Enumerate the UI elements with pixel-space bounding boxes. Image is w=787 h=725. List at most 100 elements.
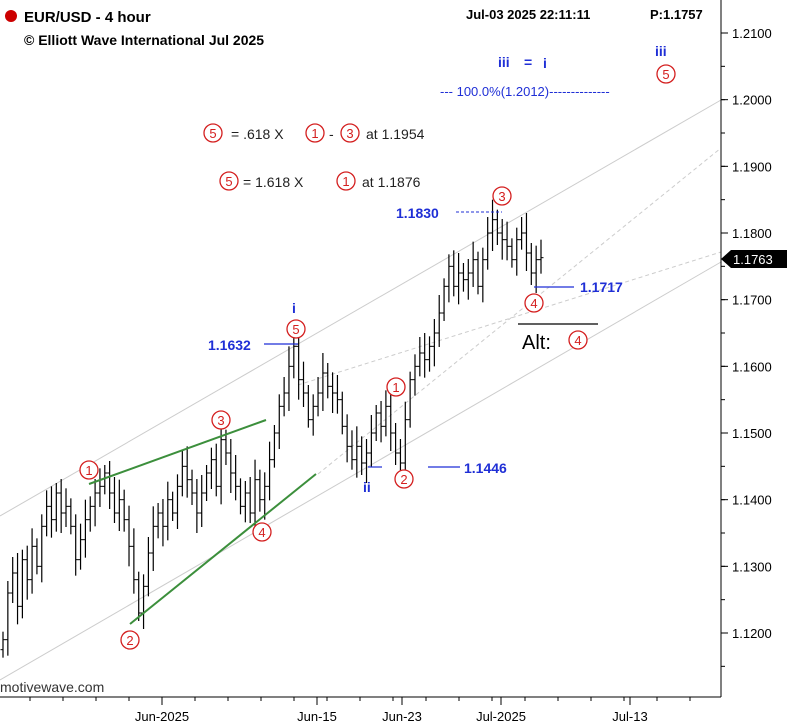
ohlc-bar — [213, 443, 219, 497]
ohlc-bar — [141, 574, 147, 630]
wave-circle-2: 2 — [120, 630, 140, 650]
target-formula-1-suffix: at 1.1954 — [366, 126, 425, 142]
ohlc-bar — [228, 439, 234, 494]
x-tick-label: Jun-2025 — [135, 709, 189, 724]
ohlc-bar — [44, 490, 50, 537]
ohlc-bar — [184, 446, 190, 498]
target-formula-2-suffix: at 1.1876 — [362, 174, 421, 190]
ohlc-bar — [150, 506, 156, 572]
ohlc-bar — [339, 391, 345, 435]
ohlc-bar — [504, 221, 510, 261]
wave-circle-alt-4: 4 — [568, 330, 588, 350]
ohlc-bar — [402, 401, 408, 478]
ohlc-bar — [519, 217, 525, 250]
wave-i-label: i — [292, 300, 296, 316]
ohlc-bar — [310, 394, 316, 436]
svg-text:5: 5 — [209, 126, 216, 141]
y-tick-label: 1.1400 — [732, 493, 772, 508]
ohlc-bar — [330, 372, 336, 414]
ohlc-bar — [121, 489, 127, 532]
ohlc-bar — [373, 405, 379, 442]
label-iii-top: iii — [655, 43, 667, 59]
ohlc-bar — [485, 217, 491, 270]
svg-text:2: 2 — [126, 633, 133, 648]
svg-text:5: 5 — [292, 322, 299, 337]
channel-lower — [0, 261, 722, 681]
ohlc-bar — [5, 581, 11, 656]
ohlc-bar — [247, 477, 253, 524]
ohlc-bar — [15, 553, 21, 625]
svg-text:3: 3 — [217, 413, 224, 428]
ohlc-bar — [136, 571, 142, 622]
ohlc-bar — [24, 545, 30, 600]
channel-dashed-1 — [317, 147, 722, 475]
header-bullet — [5, 10, 17, 22]
lower-wedge-line — [129, 473, 317, 625]
ohlc-bar — [456, 253, 462, 305]
ohlc-bar — [82, 499, 88, 558]
ohlc-bar — [325, 363, 331, 399]
x-tick-label: Jul-2025 — [476, 709, 526, 724]
ohlc-bar — [523, 213, 529, 272]
ohlc-bar — [499, 219, 505, 260]
formula1-circle-1: 1 — [305, 123, 325, 143]
ohlc-bar — [131, 528, 137, 594]
label-1.1717: 1.1717 — [580, 279, 623, 295]
channel-lines — [0, 99, 722, 681]
ohlc-bar — [102, 465, 108, 495]
label-1.1446: 1.1446 — [464, 460, 507, 476]
ohlc-bar — [460, 263, 466, 292]
ohlc-bar — [111, 477, 117, 524]
ohlc-bar — [155, 503, 161, 539]
label-i-top: i — [543, 55, 547, 71]
svg-text:1.1763: 1.1763 — [733, 252, 773, 267]
ohlc-bar — [233, 455, 239, 501]
ohlc-bar — [237, 478, 243, 515]
ohlc-bar — [436, 295, 442, 348]
x-tick-label: Jun-23 — [382, 709, 422, 724]
ohlc-bar — [53, 483, 59, 532]
ohlc-bar — [475, 251, 481, 295]
y-tick-label: 1.2100 — [732, 26, 772, 41]
formula1-circle-3: 3 — [340, 123, 360, 143]
ohlc-bar — [19, 549, 25, 619]
ohlc-bar — [359, 436, 365, 476]
channel-dashed-2 — [297, 251, 722, 386]
y-tick-label: 1.1800 — [732, 226, 772, 241]
wave-circle-3b: 3 — [492, 186, 512, 206]
wave-circle-4b: 4 — [524, 293, 544, 313]
svg-text:1: 1 — [392, 380, 399, 395]
ohlc-bar — [242, 481, 248, 523]
ohlc-bar — [29, 528, 35, 594]
x-tick-label: Jul-13 — [612, 709, 647, 724]
ohlc-bar — [267, 441, 273, 501]
wave-circles: 1 2 3 4 5 1 2 3 4 5 4 5 1 3 5 1 — [79, 64, 676, 650]
wave-circle-2b: 2 — [394, 469, 414, 489]
label-equals-sign: = — [524, 54, 532, 70]
chart-title: EUR/USD - 4 hour — [24, 9, 151, 26]
ohlc-bar — [174, 474, 180, 530]
ohlc-bar — [199, 475, 205, 528]
ohlc-bar — [126, 505, 132, 567]
ohlc-bar — [490, 199, 496, 252]
ohlc-bar — [407, 371, 413, 428]
ohlc-bar — [528, 243, 534, 286]
svg-text:1: 1 — [85, 463, 92, 478]
ohlc-bar — [480, 247, 486, 303]
upper-wedge-line — [88, 419, 267, 485]
ohlc-bar — [383, 390, 389, 437]
ohlc-bar — [189, 469, 195, 506]
ohlc-bar — [412, 354, 418, 396]
ohlc-bar — [315, 377, 321, 417]
y-tick-label: 1.1600 — [732, 359, 772, 374]
y-tick-label: 1.2000 — [732, 93, 772, 108]
wave-circle-5-target: 5 — [656, 64, 676, 84]
ohlc-bar — [349, 430, 355, 470]
copyright: © Elliott Wave International Jul 2025 — [24, 32, 264, 48]
ohlc-bar — [368, 415, 374, 468]
ohlc-bar — [427, 336, 433, 372]
label-100pct-projection: --- 100.0%(1.2012)-------------- — [440, 84, 610, 99]
ohlc-bar — [170, 491, 176, 522]
ohlc-bar — [262, 472, 268, 520]
